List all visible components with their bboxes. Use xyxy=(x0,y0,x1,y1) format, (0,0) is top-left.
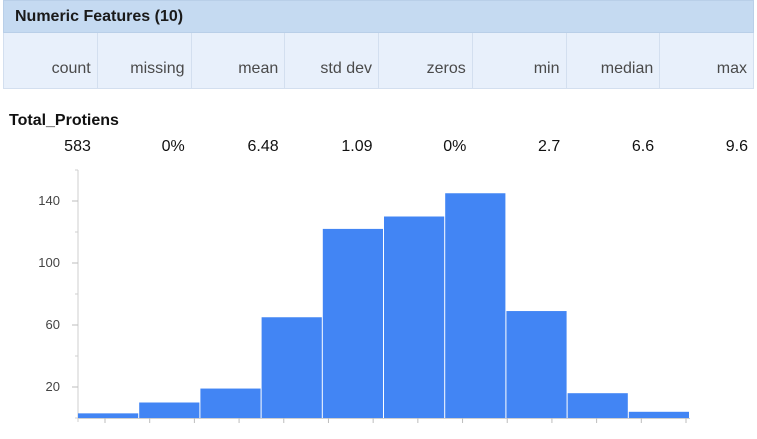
feature-name: Total_Protiens xyxy=(9,112,119,129)
y-tick-label: 60 xyxy=(46,317,60,332)
histogram-bar[interactable] xyxy=(261,317,322,418)
column-header-count[interactable]: count xyxy=(4,33,98,88)
y-tick-label: 20 xyxy=(46,379,60,394)
y-tick-label: 100 xyxy=(38,255,60,270)
stat-std-dev: 1.09 xyxy=(341,138,373,155)
column-label: std dev xyxy=(320,60,372,77)
stat-max: 9.6 xyxy=(725,138,748,155)
histogram-bar[interactable] xyxy=(200,388,261,418)
stat-zeros: 0% xyxy=(443,138,467,155)
histogram-bar[interactable] xyxy=(384,216,445,419)
histogram-bar[interactable] xyxy=(445,193,506,418)
y-tick-label: 140 xyxy=(38,193,60,208)
column-label: mean xyxy=(238,60,279,77)
histogram-bar[interactable] xyxy=(567,393,628,418)
column-header-max[interactable]: max xyxy=(660,33,753,88)
stat-min: 2.7 xyxy=(538,138,561,155)
numeric-features-header[interactable]: Numeric Features (10) xyxy=(3,0,754,33)
column-label: missing xyxy=(130,60,185,77)
stat-median: 6.6 xyxy=(631,138,655,155)
histogram-chart[interactable]: 20 60 100 140 xyxy=(0,160,757,439)
column-label: count xyxy=(51,60,91,77)
column-header-std-dev[interactable]: std dev xyxy=(285,33,379,88)
column-label: zeros xyxy=(426,60,466,77)
column-header-median[interactable]: median xyxy=(567,33,661,88)
column-label: min xyxy=(533,60,560,77)
stat-mean: 6.48 xyxy=(247,138,279,155)
histogram-bar[interactable] xyxy=(506,311,567,418)
feature-stats-row: 583 0% 6.48 1.09 0% 2.7 6.6 9.6 xyxy=(3,138,754,162)
stat-count: 583 xyxy=(64,138,91,155)
histogram-bar[interactable] xyxy=(139,402,200,419)
column-header-zeros[interactable]: zeros xyxy=(379,33,473,88)
stats-column-headers: count missing mean std dev zeros min med… xyxy=(3,33,754,89)
column-label: median xyxy=(600,60,654,77)
stat-missing: 0% xyxy=(161,138,185,155)
column-header-min[interactable]: min xyxy=(473,33,567,88)
panel-title: Numeric Features (10) xyxy=(15,7,184,25)
histogram-bar[interactable] xyxy=(628,411,689,418)
column-label: max xyxy=(716,60,747,77)
histogram-bar[interactable] xyxy=(322,228,383,418)
column-header-mean[interactable]: mean xyxy=(192,33,286,88)
column-header-missing[interactable]: missing xyxy=(98,33,192,88)
histogram-bar[interactable] xyxy=(78,413,139,418)
